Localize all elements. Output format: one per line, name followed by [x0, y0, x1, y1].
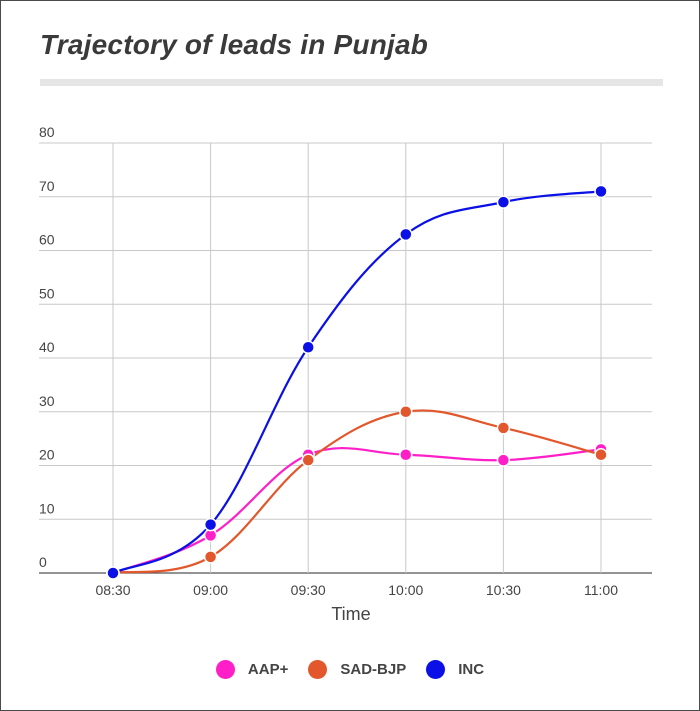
grid: [39, 142, 652, 574]
y-tick-label: 50: [39, 285, 55, 301]
legend-label: INC: [458, 661, 485, 678]
data-point: [301, 340, 315, 354]
x-tick-label: 10:30: [486, 582, 521, 598]
data-point: [594, 448, 608, 462]
data-point: [496, 453, 511, 467]
legend: AAP+ SAD-BJP INC: [0, 660, 700, 679]
y-tick-label: 10: [39, 500, 55, 516]
data-point: [106, 566, 120, 580]
x-tick-label: 10:00: [388, 582, 423, 598]
y-tick-label: 60: [39, 232, 55, 248]
legend-label: AAP+: [247, 661, 289, 678]
data-point: [203, 550, 218, 564]
x-tick-label: 09:30: [291, 582, 326, 598]
data-point: [496, 195, 511, 209]
series-line-inc: [112, 190, 602, 574]
legend-item: SAD-BJP: [308, 660, 406, 679]
y-tick-label: 40: [39, 339, 55, 355]
legend-item: AAP+: [215, 660, 289, 679]
y-tick-label: 70: [39, 178, 55, 194]
y-tick-label: 30: [39, 393, 55, 409]
legend-swatch: [426, 660, 446, 679]
x-tick-label: 11:00: [584, 582, 618, 598]
data-point: [399, 448, 413, 462]
legend-label: SAD-BJP: [340, 661, 407, 678]
legend-swatch: [215, 660, 235, 679]
axes: 0 10 20 30 40 50 60 70 80 08:30 09:00 09:30 10:00 10:…: [39, 124, 618, 598]
y-tick-label: 0: [39, 554, 47, 570]
y-tick-label: 20: [39, 447, 55, 463]
chart-title: Trajectory of leads in Punjab: [40, 29, 429, 60]
legend-swatch: [308, 660, 328, 679]
title-divider: [40, 79, 663, 86]
data-point: [203, 517, 218, 532]
data-point: [399, 227, 413, 242]
series-line-aap-: [112, 446, 602, 575]
data-point: [496, 421, 511, 435]
data-point: [399, 405, 413, 419]
data-point: [301, 453, 315, 467]
series: [106, 184, 608, 580]
series-line-sad-bjp: [112, 409, 602, 575]
x-tick-label: 08:30: [95, 582, 130, 598]
legend-item: INC: [426, 660, 484, 679]
x-axis-label: Time: [331, 604, 370, 624]
y-tick-label: 80: [39, 124, 55, 140]
data-point: [594, 184, 608, 199]
x-tick-label: 09:00: [193, 582, 228, 598]
